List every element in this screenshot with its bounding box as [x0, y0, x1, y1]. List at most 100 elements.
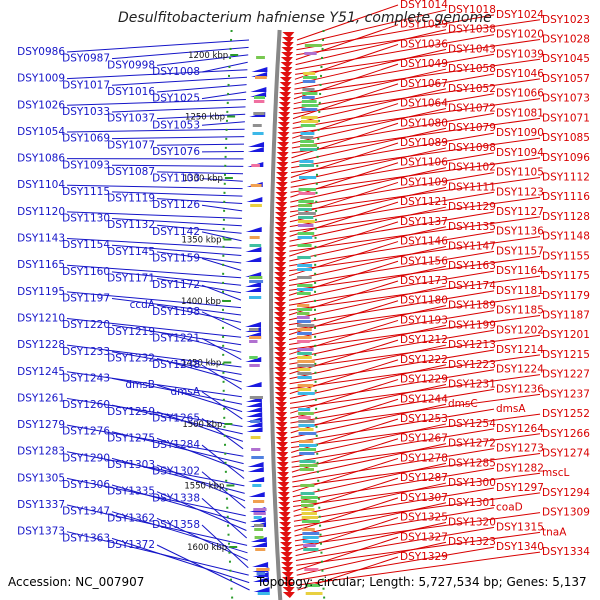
gene-label-right[interactable]: DSY1094: [496, 147, 544, 159]
gene-label-right[interactable]: DSY1202: [496, 324, 544, 336]
gene-label-right[interactable]: DSY1081: [496, 107, 544, 119]
gene-label-left[interactable]: DSY1358: [152, 519, 200, 531]
gene-label-left[interactable]: DSY1363: [62, 532, 110, 544]
gene-label-right[interactable]: DSY1294: [542, 487, 590, 499]
gene-label-right[interactable]: DSY1267: [400, 433, 448, 445]
gene-label-right[interactable]: DSY1146: [400, 236, 448, 248]
gene-label-right[interactable]: DSY1073: [542, 93, 590, 105]
gene-label-left[interactable]: DSY1306: [62, 479, 110, 491]
gene-label-right[interactable]: DSY1090: [496, 127, 544, 139]
gene-label-left[interactable]: DSY1130: [62, 213, 110, 225]
gene-label-left[interactable]: ccdA: [130, 299, 156, 311]
gene-label-right[interactable]: DSY1301: [448, 497, 496, 509]
gene-label-right[interactable]: DSY1300: [448, 477, 496, 489]
gene-label-right[interactable]: DSY1071: [542, 112, 590, 124]
gene-label-left[interactable]: DSY1159: [152, 253, 200, 265]
gene-label-left[interactable]: DSY1172: [152, 279, 200, 291]
gene-label-left[interactable]: DSY1303: [107, 459, 155, 471]
gene-label-left[interactable]: DSY1259: [107, 406, 155, 418]
gene-label-right[interactable]: DSY1213: [448, 339, 496, 351]
gene-label-right[interactable]: DSY1273: [496, 443, 544, 455]
gene-label-right[interactable]: DSY1224: [496, 364, 544, 376]
gene-label-right[interactable]: DSY1297: [496, 482, 544, 494]
gene-label-left[interactable]: DSY1104: [17, 179, 65, 191]
gene-label-left[interactable]: DSY1228: [17, 339, 65, 351]
gene-label-right[interactable]: DSY1020: [496, 29, 544, 41]
gene-label-right[interactable]: DSY1320: [448, 517, 496, 529]
gene-label-right[interactable]: DSY1199: [448, 319, 496, 331]
gene-label-left[interactable]: DSY1145: [107, 246, 155, 258]
gene-label-right[interactable]: DSY1287: [400, 472, 448, 484]
gene-label-left[interactable]: DSY1233: [62, 346, 110, 358]
gene-label-left[interactable]: DSY1210: [17, 312, 65, 324]
gene-label-right[interactable]: DSY1222: [400, 354, 448, 366]
gene-label-left[interactable]: DSY1337: [17, 499, 65, 511]
gene-label-right[interactable]: DSY1049: [400, 58, 448, 70]
gene-label-left[interactable]: DSY1077: [107, 139, 155, 151]
gene-label-right[interactable]: DSY1264: [496, 423, 544, 435]
gene-label-right[interactable]: DSY1282: [496, 462, 544, 474]
gene-label-left[interactable]: DSY1335: [107, 486, 155, 498]
gene-label-right[interactable]: DSY1147: [448, 241, 496, 253]
gene-label-left[interactable]: DSY1132: [107, 219, 155, 231]
gene-label-right[interactable]: DSY1072: [448, 103, 496, 115]
gene-label-right[interactable]: DSY1058: [448, 63, 496, 75]
gene-label-right[interactable]: DSY1028: [542, 34, 590, 46]
gene-label-left[interactable]: DSY1053: [152, 119, 200, 131]
gene-label-right[interactable]: DSY1036: [400, 38, 448, 50]
gene-label-left[interactable]: DSY1260: [62, 399, 110, 411]
gene-label-right[interactable]: DSY1057: [542, 73, 590, 85]
gene-label-right[interactable]: DSY1155: [542, 250, 590, 262]
gene-label-left[interactable]: dmsA: [170, 386, 200, 398]
gene-label-left[interactable]: DSY1160: [62, 266, 110, 278]
gene-label-left[interactable]: DSY1276: [62, 426, 110, 438]
gene-label-left[interactable]: DSY0987: [62, 53, 110, 65]
gene-label-left[interactable]: DSY1279: [17, 419, 65, 431]
gene-label-left[interactable]: DSY1016: [107, 86, 155, 98]
gene-label-left[interactable]: DSY1372: [107, 539, 155, 551]
gene-label-left[interactable]: DSY1009: [17, 73, 65, 85]
gene-label-left[interactable]: DSY1261: [17, 392, 65, 404]
gene-label-left[interactable]: DSY1054: [17, 126, 65, 138]
gene-label-left[interactable]: dmsB: [125, 379, 155, 391]
gene-label-right[interactable]: DSY1173: [400, 275, 448, 287]
gene-label-left[interactable]: DSY1087: [107, 166, 155, 178]
gene-label-right[interactable]: DSY1163: [448, 260, 496, 272]
gene-label-right[interactable]: DSY1237: [542, 388, 590, 400]
gene-label-left[interactable]: DSY1290: [62, 452, 110, 464]
gene-label-left[interactable]: DSY1245: [17, 366, 65, 378]
gene-label-right[interactable]: DSY1127: [496, 206, 544, 218]
gene-label-right[interactable]: DSY1175: [542, 270, 590, 282]
gene-label-right[interactable]: DSY1089: [400, 137, 448, 149]
gene-label-right[interactable]: dmsC: [448, 398, 478, 410]
gene-label-right[interactable]: DSY1085: [542, 132, 590, 144]
gene-label-right[interactable]: DSY1272: [448, 438, 496, 450]
gene-label-right[interactable]: DSY1157: [496, 245, 544, 257]
gene-label-right[interactable]: DSY1148: [542, 231, 590, 243]
gene-label-right[interactable]: DSY1102: [448, 162, 496, 174]
gene-label-left[interactable]: DSY1221: [152, 332, 200, 344]
gene-label-right[interactable]: DSY1156: [400, 255, 448, 267]
gene-label-right[interactable]: DSY1137: [400, 216, 448, 228]
gene-label-right[interactable]: DSY1193: [400, 314, 448, 326]
gene-label-right[interactable]: DSY1274: [542, 448, 590, 460]
gene-label-right[interactable]: DSY1214: [496, 344, 544, 356]
gene-label-right[interactable]: DSY1266: [542, 428, 590, 440]
gene-label-left[interactable]: DSY1033: [62, 106, 110, 118]
gene-label-left[interactable]: DSY1076: [152, 146, 200, 158]
gene-label-right[interactable]: DSY1325: [400, 512, 448, 524]
gene-label-right[interactable]: DSY1227: [542, 369, 590, 381]
gene-label-right[interactable]: DSY1315: [496, 521, 544, 533]
gene-label-left[interactable]: DSY1220: [62, 319, 110, 331]
gene-label-left[interactable]: DSY1219: [107, 326, 155, 338]
gene-label-right[interactable]: DSY1340: [496, 541, 544, 553]
gene-label-left[interactable]: DSY1243: [62, 372, 110, 384]
gene-label-right[interactable]: DSY1278: [400, 452, 448, 464]
gene-label-right[interactable]: DSY1180: [400, 295, 448, 307]
gene-label-right[interactable]: DSY1112: [542, 172, 590, 184]
gene-label-left[interactable]: DSY1338: [152, 492, 200, 504]
gene-label-left[interactable]: DSY1171: [107, 273, 155, 285]
gene-label-right[interactable]: DSY1253: [400, 413, 448, 425]
gene-label-left[interactable]: DSY1302: [152, 466, 200, 478]
gene-label-right[interactable]: DSY1064: [400, 98, 448, 110]
